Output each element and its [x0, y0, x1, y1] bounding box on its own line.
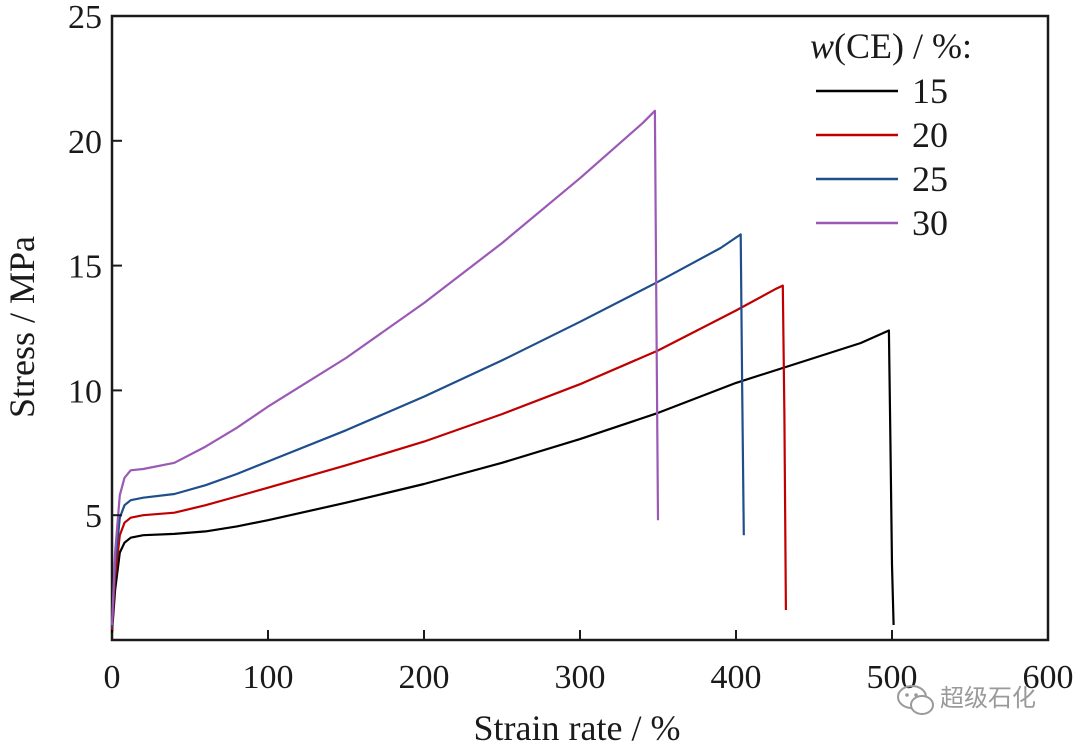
legend-title: w(CE) / %:	[810, 26, 972, 66]
y-tick-label: 15	[68, 249, 102, 286]
x-tick-label: 500	[867, 659, 918, 696]
x-tick-label: 600	[1023, 659, 1074, 696]
y-axis-title: Stress / MPa	[2, 236, 42, 418]
wechat-icon	[897, 685, 934, 715]
y-tick-label: 5	[85, 498, 102, 535]
plot-border	[110, 14, 1050, 642]
x-tick-label: 300	[555, 659, 606, 696]
legend-title-rest: (CE) / %:	[834, 26, 972, 66]
series-line-25	[110, 233, 745, 628]
x-tick-label: 200	[399, 659, 450, 696]
x-tick-label: 100	[243, 659, 294, 696]
y-tick-label: 25	[68, 0, 102, 36]
legend-label-15: 15	[912, 71, 948, 111]
series-line-20	[110, 284, 787, 631]
y-tick-label: 10	[68, 373, 102, 410]
y-tick-label: 20	[68, 124, 102, 161]
legend-label-30: 30	[912, 203, 948, 243]
x-axis-title: Strain rate / %	[474, 708, 681, 745]
legend-label-20: 20	[912, 115, 948, 155]
series-line-30	[110, 109, 660, 626]
x-tick-label: 400	[711, 659, 762, 696]
series-layer	[110, 109, 895, 633]
watermark-text: 超级石化	[940, 684, 1036, 712]
series-line-15	[110, 329, 895, 633]
x-tick-label: 0	[104, 659, 121, 696]
watermark: 超级石化	[897, 684, 1036, 715]
legend-title-italic: w	[810, 26, 834, 66]
legend-label-25: 25	[912, 159, 948, 199]
plot-frame	[110, 14, 1050, 642]
